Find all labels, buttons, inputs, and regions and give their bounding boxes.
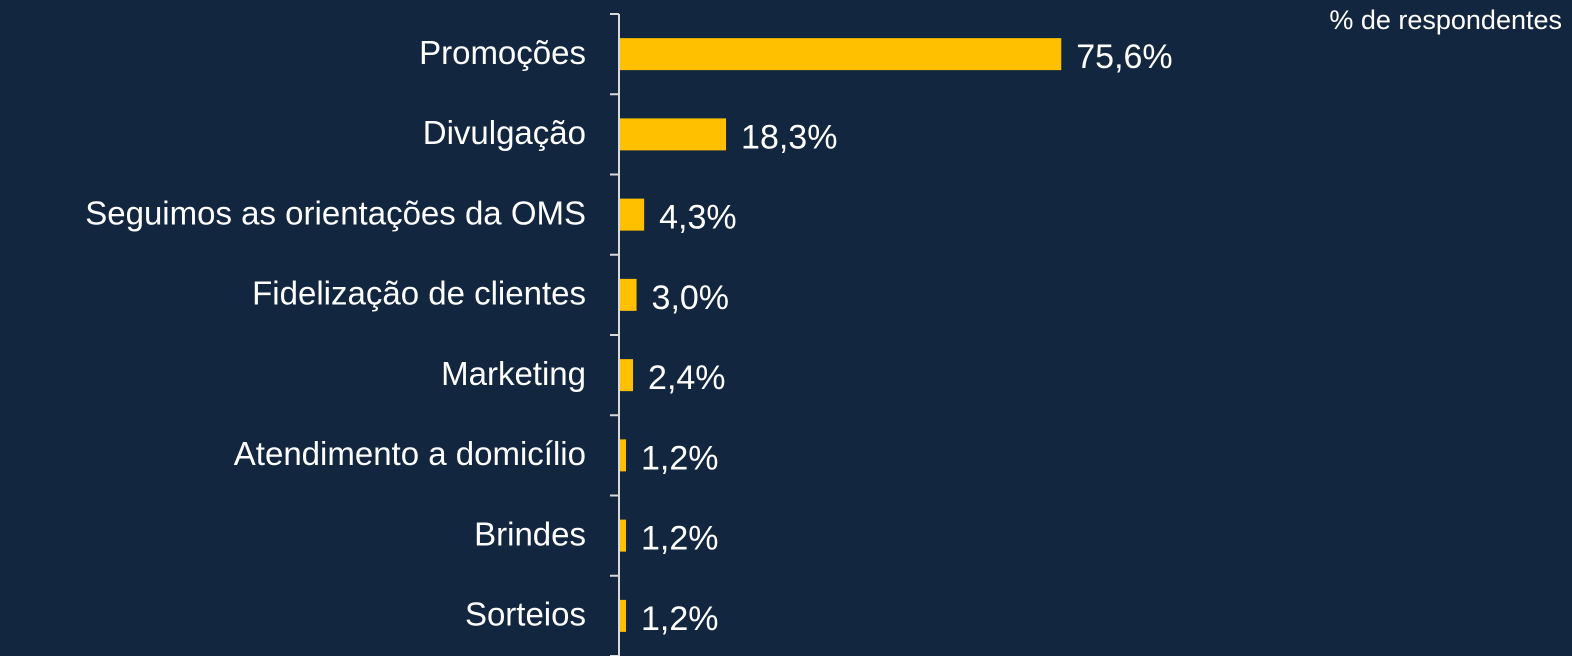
data-label: 75,6%	[1076, 38, 1172, 76]
note: % de respondentes	[1329, 5, 1562, 35]
data-label: 18,3%	[741, 118, 837, 156]
bar	[619, 118, 727, 151]
bar	[619, 439, 627, 472]
bar	[619, 198, 645, 231]
bar	[619, 519, 627, 552]
data-label: 1,2%	[641, 520, 719, 558]
bar	[619, 359, 634, 392]
y-tick-label: Fidelização de clientes	[252, 275, 586, 312]
bar	[619, 278, 637, 311]
data-label: 4,3%	[659, 199, 737, 237]
data-label: 2,4%	[648, 359, 726, 397]
data-label: 1,2%	[641, 439, 719, 477]
data-label: 3,0%	[652, 279, 730, 317]
y-tick-label: Atendimento a domicílio	[234, 435, 586, 472]
y-tick-label: Sorteios	[465, 596, 586, 633]
bar	[619, 38, 1062, 71]
y-tick-label: Divulgação	[423, 114, 586, 151]
data-label: 1,2%	[641, 600, 719, 638]
y-tick-label: Brindes	[474, 515, 586, 552]
bar	[619, 599, 627, 632]
y-tick-label: Seguimos as orientações da OMS	[85, 194, 586, 231]
y-tick-label: Promoções	[419, 34, 586, 71]
y-tick-label: Marketing	[441, 355, 586, 392]
